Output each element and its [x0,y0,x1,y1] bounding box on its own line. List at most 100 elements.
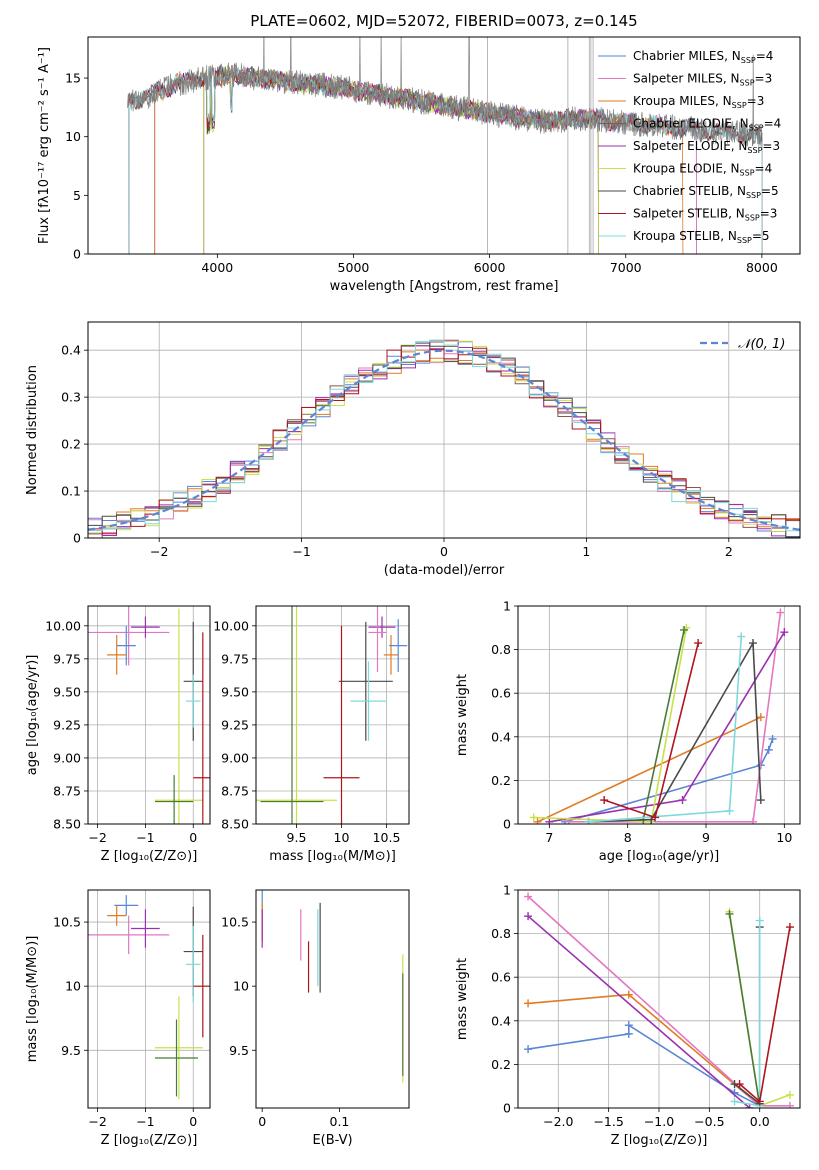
y-tick-label: 1 [503,599,511,614]
series-marker [764,745,773,754]
histogram-step [88,347,800,535]
series-line [588,640,762,823]
x-tick-label: 10 [776,830,792,845]
y-tick-label: 8.50 [221,817,249,832]
y-tick-label: 10 [65,979,81,994]
chart-massweight-vs-age: 7 8 9 10 0 0.2 0.4 0.6 0.8 1 age [log₁₀(age/yr)] ma… [455,599,801,864]
series-marker [624,1021,633,1030]
legend-value: =3 [762,139,780,153]
x-tick-label: 4000 [201,260,233,275]
x-tick-label: 0.1 [330,1114,350,1129]
x-axis-label: Z [log₁₀(Z/Z⊙)] [101,1133,198,1148]
plot-area [261,890,404,1083]
observed-spectrum [127,37,763,147]
series-marker [725,806,734,815]
series-marker [680,625,689,634]
series-marker [524,912,533,921]
y-tick-label: 8.75 [53,783,81,798]
legend-label: Kroupa STELIB, NSSP=5 [633,229,770,245]
legend-subscript: SSP [749,124,764,133]
y-tick-label: 0 [503,817,511,832]
x-axis-label: (data-model)/error [384,563,505,578]
y-tick-label: 9.50 [53,684,81,699]
series-marker [600,796,609,805]
x-tick-label: −1.5 [593,1114,623,1129]
legend-subscript: SSP [741,56,756,65]
series-marker [624,990,633,999]
axes-frame [87,36,801,255]
series-marker [749,817,757,824]
y-axis-label: Normed distribution [25,365,40,495]
x-tick-label: −0.5 [694,1114,724,1129]
legend-value: =4 [756,49,774,63]
y-tick-label: 5 [73,188,81,203]
y-tick-label: 10.00 [213,618,249,633]
y-tick-label: 9.75 [53,651,81,666]
legend-label: 𝒩(0, 1) [738,337,785,352]
axes-frame [517,605,801,825]
axes-frame [87,605,211,825]
x-tick-label: −1.0 [644,1114,674,1129]
series-line [564,738,774,823]
series-marker [730,1097,739,1106]
chart-mass-vs-Z: −2 −1 0 9.5 10 10.5 Z [log₁₀(Z/Z⊙)] mass [log₁₀… [25,889,211,1148]
plot-area [524,892,794,1108]
series-marker [524,892,533,901]
series-marker [694,639,703,648]
y-tick-label: 9.50 [221,684,249,699]
plot-area [88,895,210,1100]
x-axis-label: wavelength [Angstrom, rest frame] [330,279,559,294]
legend-label: Salpeter ELODIE, NSSP=3 [633,139,780,155]
series-marker [755,1097,764,1106]
y-tick-label: 0.2 [491,1057,511,1072]
figure-title: PLATE=0602, MJD=52072, FIBERID=0073, z=0… [250,12,638,30]
x-tick-label: 1 [582,544,590,559]
legend-value: =4 [764,117,782,131]
y-tick-label: 10.00 [45,618,81,633]
y-tick-label: 0.2 [491,773,511,788]
x-axis-label: age [log₁₀(age/yr)] [599,849,720,864]
y-tick-label: 1 [503,883,511,898]
x-tick-label: −2.0 [543,1114,573,1129]
y-tick-label: 9.00 [221,750,249,765]
chart-age-vs-mass: 9.5 10 10.5 8.50 8.75 9.00 9.25 9.50 9.75 10.00 ma… [213,605,410,864]
x-tick-label: 5000 [338,260,370,275]
y-tick-label: 0 [73,531,81,546]
x-tick-label: 0 [440,544,448,559]
series-marker [524,999,533,1008]
x-tick-label: 9.5 [287,830,307,845]
x-tick-label: −2 [150,544,168,559]
series-line [528,993,761,1107]
series-marker [785,923,794,932]
legend-label: Kroupa ELODIE, NSSP=4 [633,162,772,178]
y-tick-label: 0 [503,1101,511,1116]
x-tick-label: 7 [545,830,553,845]
y-tick-label: 8.75 [221,783,249,798]
series-marker [756,796,765,805]
x-tick-label: −1 [136,1114,154,1129]
legend-subscript: SSP [737,236,752,245]
axes-frame [517,889,801,1109]
plot-area [256,606,408,824]
y-axis-label: mass weight [455,958,470,1040]
legend-subscript: SSP [747,146,762,155]
y-tick-label: 0.8 [491,926,511,941]
y-tick-label: 0.1 [61,484,81,499]
series-marker [745,1104,754,1108]
x-axis-label: mass [log₁₀(M/M⊙)] [269,849,396,864]
y-tick-label: 9.5 [61,1043,81,1058]
series-marker [533,817,542,824]
legend-subscript: SSP [740,169,755,178]
legend-label: Salpeter STELIB, NSSP=3 [633,207,777,223]
y-axis-label: age [log₁₀(age/yr)] [25,655,40,776]
legend-subscript: SSP [740,79,755,88]
chart-spectrum: 4000 5000 6000 7000 8000 0 5 10 15 wavelength [An… [37,36,801,294]
series-marker [780,628,789,637]
series-marker [785,1090,794,1099]
axes-frame [255,605,410,825]
legend-label: Kroupa MILES, NSSP=3 [633,94,764,110]
series-line [603,642,699,819]
x-tick-label: 8 [624,830,632,845]
y-tick-label: 10 [233,979,249,994]
